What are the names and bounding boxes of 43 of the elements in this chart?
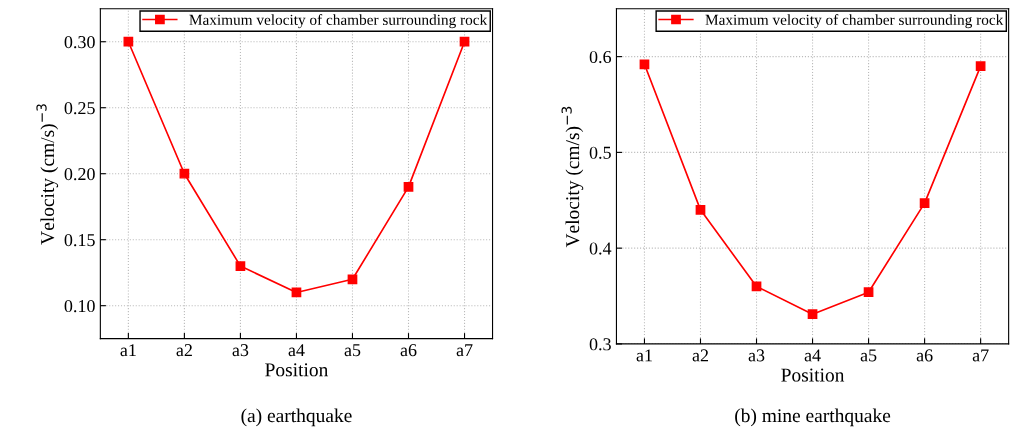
point [235, 261, 246, 271]
y-axis-title: Velocity (cm/s)$^{−3}$ [561, 106, 584, 248]
legend-label: Maximum velocity of chamber surrounding rock [189, 14, 488, 29]
x-tick-label: a6 [400, 344, 417, 357]
y-tick-label: 0.4 [589, 242, 612, 255]
y-tick-label: 0.30 [64, 35, 95, 49]
point [179, 168, 190, 179]
x-tick-label: a5 [344, 344, 361, 357]
y-tick-label: 0.5 [589, 146, 611, 159]
point [123, 36, 134, 47]
y-tick-label: 0.20 [64, 167, 95, 181]
x-axis-title: Position [265, 363, 329, 377]
x-axis-title: Position [781, 368, 845, 382]
x-tick-label: a5 [860, 349, 877, 362]
y-tick-label: 0.6 [589, 50, 612, 64]
x-tick-label: a7 [456, 344, 473, 357]
point [695, 204, 706, 215]
x-tick-label: a1 [636, 349, 652, 362]
x-tick-label: a2 [692, 349, 709, 362]
point [403, 182, 414, 192]
point [807, 309, 818, 320]
text: (a) earthquake [241, 408, 352, 427]
x-tick-label: a3 [748, 349, 765, 362]
x-tick-label: a4 [288, 344, 305, 357]
x-tick-label: a7 [972, 349, 989, 362]
y-tick-label: 0.10 [64, 299, 95, 313]
point [639, 59, 650, 70]
y-tick-label: 0.3 [589, 338, 611, 351]
point [919, 198, 930, 209]
point [863, 287, 874, 298]
y-axis-title: Velocity (cm/s)$^{−3}$ [36, 104, 59, 245]
x-tick-label: a4 [804, 349, 821, 362]
point [459, 36, 470, 47]
point [347, 274, 358, 285]
x-tick-label: a6 [916, 349, 933, 362]
x-tick-label: a1 [120, 344, 136, 357]
x-tick-label: a2 [176, 344, 192, 357]
x-tick-label: a3 [232, 344, 249, 357]
legend-label: Maximum velocity of chamber surrounding rock [705, 14, 1004, 29]
text: (b) mine earthquake [735, 408, 891, 427]
y-tick-label: 0.25 [64, 101, 95, 115]
point [975, 61, 986, 72]
y-tick-label: 0.15 [64, 233, 95, 247]
